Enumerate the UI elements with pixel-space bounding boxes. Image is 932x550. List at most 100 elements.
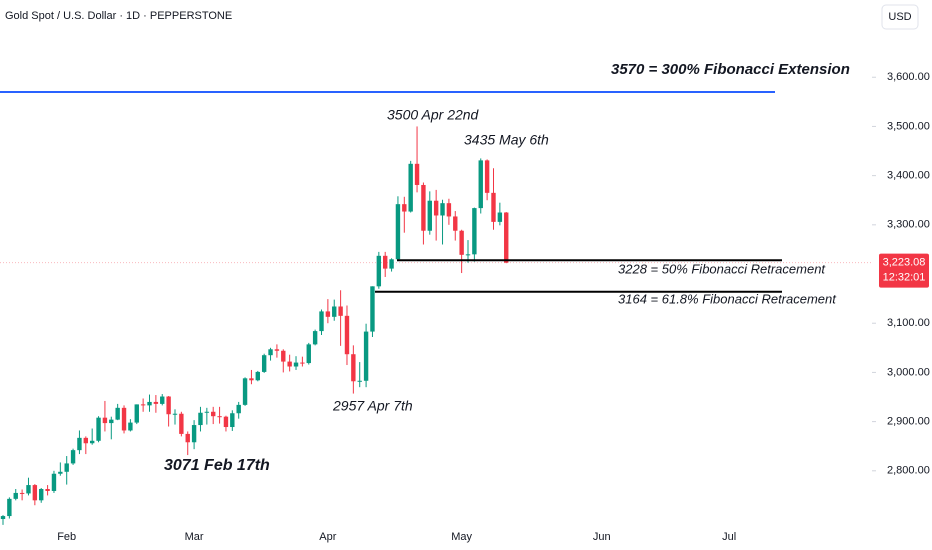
- candle-body: [58, 471, 63, 474]
- candle-body: [440, 203, 445, 216]
- candle-body: [312, 331, 318, 345]
- candle-body: [77, 437, 82, 451]
- x-tick-label: Jul: [722, 531, 736, 543]
- candle-body: [19, 492, 25, 494]
- x-tick-label: Jun: [593, 531, 611, 543]
- candle-body: [351, 354, 356, 382]
- y-tick-label: 2,900.00: [887, 416, 930, 428]
- annotation: 3500 Apr 22nd: [387, 107, 480, 123]
- candle-body: [115, 407, 120, 420]
- candle-body: [204, 411, 210, 413]
- candle-body: [357, 380, 362, 382]
- fib-label: 3570 = 300% Fibonacci Extension: [611, 61, 850, 78]
- candle-body: [325, 311, 331, 317]
- candle-body: [287, 361, 292, 367]
- candle-body: [13, 492, 18, 499]
- candle-body: [198, 412, 203, 426]
- candle-body: [7, 498, 12, 517]
- candle-body: [459, 230, 464, 255]
- annotation: 2957 Apr 7th: [332, 398, 413, 414]
- candle-body: [121, 407, 127, 431]
- candle-body: [370, 286, 375, 332]
- candle-body: [64, 463, 69, 472]
- candle-body: [230, 413, 235, 428]
- candle-body: [166, 396, 171, 415]
- candle-body: [89, 440, 95, 444]
- candle-body: [306, 344, 311, 364]
- annotation: 3435 May 6th: [464, 132, 549, 148]
- candle-body: [465, 254, 471, 256]
- candle-body: [249, 378, 254, 381]
- candle-body: [504, 212, 509, 263]
- candle-body: [472, 208, 477, 255]
- candle-body: [395, 204, 401, 260]
- y-tick-label: 2,800.00: [887, 465, 930, 477]
- candle-body: [211, 411, 216, 417]
- candle-body: [421, 184, 426, 231]
- candle-body: [268, 349, 273, 356]
- candle-body: [39, 489, 44, 501]
- candle-body: [402, 204, 407, 212]
- candle-body: [414, 163, 420, 185]
- candle-body: [453, 216, 458, 231]
- candle-body: [147, 401, 152, 406]
- fib-label: 3228 = 50% Fibonacci Retracement: [618, 261, 826, 276]
- candle-body: [242, 378, 248, 405]
- currency-button[interactable]: [881, 4, 919, 30]
- candle-body: [300, 362, 305, 364]
- chart-title: Gold Spot / U.S. Dollar · 1D · PEPPERSTO…: [5, 10, 232, 22]
- candle-body: [153, 401, 159, 404]
- candle-body: [0, 516, 6, 520]
- candle-body: [51, 473, 57, 491]
- candle-body: [389, 259, 394, 269]
- candle-body: [293, 362, 299, 367]
- candle-body: [236, 404, 241, 414]
- price-label-box: [879, 253, 929, 288]
- candle-body: [134, 404, 139, 423]
- x-tick-label: Apr: [319, 531, 336, 543]
- currency-label[interactable]: USD: [888, 11, 911, 23]
- x-tick-label: Mar: [185, 531, 204, 543]
- candle-body: [45, 489, 50, 491]
- candle-body: [172, 413, 178, 415]
- candle-body: [160, 396, 165, 404]
- candle-body: [261, 355, 267, 372]
- candle-body: [223, 416, 229, 428]
- candle-body: [128, 422, 133, 431]
- countdown: 12:32:01: [883, 272, 926, 284]
- x-tick-label: May: [451, 531, 472, 543]
- y-tick-label: 3,500.00: [887, 120, 930, 132]
- candle-body: [478, 160, 483, 209]
- candle-body: [70, 450, 76, 464]
- annotation: 3071 Feb 17th: [164, 457, 270, 474]
- y-tick-label: 3,300.00: [887, 219, 930, 231]
- candle-body: [332, 306, 337, 317]
- candle-body: [427, 200, 432, 231]
- candle-body: [344, 315, 350, 355]
- candle-body: [338, 306, 343, 316]
- candle-body: [484, 160, 490, 193]
- candle-body: [185, 433, 190, 443]
- candle-body: [32, 485, 38, 501]
- fib-label: 3164 = 61.8% Fibonacci Retracement: [618, 291, 837, 306]
- candle-body: [319, 311, 324, 332]
- candle-body: [274, 349, 280, 351]
- candle-body: [363, 331, 369, 381]
- candle-body: [408, 163, 413, 212]
- candle-body: [446, 203, 452, 217]
- candle-body: [433, 200, 439, 216]
- y-tick-label: 3,600.00: [887, 71, 930, 83]
- candle-body: [96, 417, 101, 441]
- x-tick-label: Feb: [57, 531, 76, 543]
- candle-body: [281, 350, 286, 362]
- candle-body: [179, 413, 184, 434]
- candle-body: [376, 255, 382, 287]
- y-tick-label: 3,100.00: [887, 317, 930, 329]
- candle-body: [109, 419, 114, 424]
- candle-body: [26, 485, 31, 494]
- price-label: 3,223.08: [883, 257, 926, 269]
- y-tick-label: 3,000.00: [887, 366, 930, 378]
- candle-body: [491, 192, 496, 222]
- candle-body: [255, 371, 260, 381]
